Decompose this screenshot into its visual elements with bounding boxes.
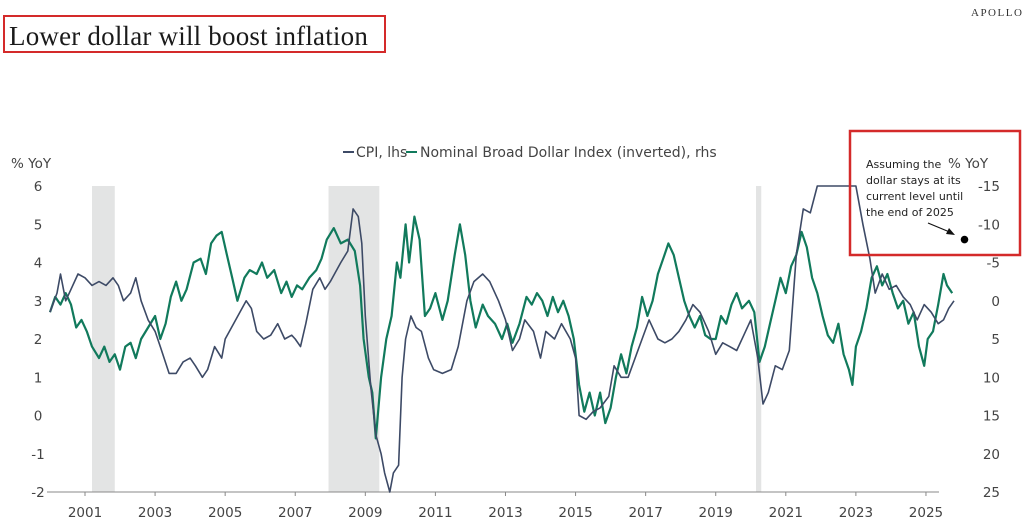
legend-label-dollar: Nominal Broad Dollar Index (inverted), r…	[420, 145, 717, 161]
projection-dot	[960, 235, 969, 244]
x-tick-label: 2019	[699, 505, 733, 521]
annotation-arrowhead	[946, 228, 955, 235]
y-right-tick-label: 15	[983, 409, 1000, 425]
title-highlight-box	[3, 15, 386, 53]
recession-shading-group	[92, 186, 762, 492]
annotation-line-3: current level until	[866, 190, 963, 203]
x-tick-label: 2023	[839, 505, 873, 521]
y-left-tick-label: 2	[34, 332, 43, 348]
y-right-tick-label: -10	[978, 217, 1000, 233]
y-left-tick-label: 1	[34, 370, 43, 386]
x-tick-label: 2001	[68, 505, 102, 521]
y-left-tick-label: 4	[34, 256, 43, 272]
x-tick-label: 2025	[909, 505, 943, 521]
dollar-index-line	[48, 215, 954, 440]
y-left-tick-label: 6	[34, 179, 43, 195]
x-tick-label: 2017	[628, 505, 662, 521]
y-right-tick-label: 0	[991, 294, 1000, 310]
brand-logo: APOLLO	[971, 7, 1024, 19]
annotation: Assuming the dollar stays at its current…	[848, 129, 1022, 257]
annotation-highlight-box	[848, 129, 1022, 257]
y-left-tick-label: -1	[31, 447, 44, 463]
annotation-line-2: dollar stays at its	[866, 174, 961, 187]
y-right-tick-label: 10	[983, 370, 1000, 386]
y-right-tick-label: 25	[983, 485, 1000, 501]
series-group	[48, 185, 955, 493]
x-tick-label: 2021	[769, 505, 803, 521]
axes-group: 2001 2003 2005 2007 2009 2011 2013 2015 2017 2019…	[31, 179, 1000, 521]
y-left-tick-label: 5	[34, 217, 43, 233]
legend: CPI, lhs Nominal Broad Dollar Index (inv…	[343, 145, 717, 161]
x-tick-label: 2009	[348, 505, 382, 521]
x-tick-label: 2013	[488, 505, 522, 521]
recession-band-2	[756, 186, 762, 492]
y-left-tick-label: -2	[31, 485, 44, 501]
y-left-tick-label: 0	[34, 409, 43, 425]
recession-band-0	[92, 186, 115, 492]
x-tick-label: 2015	[558, 505, 592, 521]
x-tick-label: 2005	[208, 505, 242, 521]
x-tick-label: 2011	[418, 505, 452, 521]
y-right-tick-label: -15	[978, 179, 1000, 195]
y-right-tick-label: 20	[983, 447, 1000, 463]
left-axis-title: % YoY	[11, 156, 52, 172]
annotation-line-1: Assuming the	[866, 158, 941, 171]
cpi-line	[49, 185, 955, 493]
x-tick-label: 2003	[138, 505, 172, 521]
y-right-tick-label: 5	[991, 332, 1000, 348]
annotation-line-4: the end of 2025	[866, 206, 954, 219]
x-tick-label: 2007	[278, 505, 312, 521]
legend-label-cpi: CPI, lhs	[356, 145, 407, 161]
y-right-tick-label: -5	[987, 256, 1000, 272]
chart-title: Lower dollar will boost inflation	[9, 21, 369, 51]
y-left-tick-label: 3	[34, 294, 43, 310]
right-axis-title: % YoY	[948, 156, 989, 172]
